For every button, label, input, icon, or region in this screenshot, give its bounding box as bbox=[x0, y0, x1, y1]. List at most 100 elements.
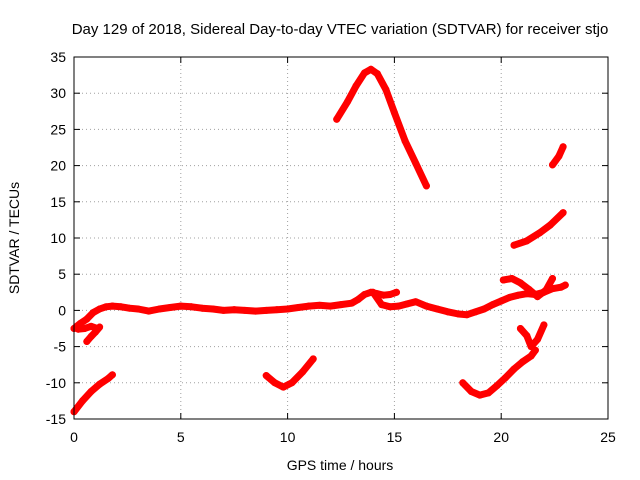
data-point bbox=[198, 304, 206, 312]
data-point bbox=[252, 307, 260, 315]
data-point bbox=[561, 281, 569, 289]
data-point bbox=[489, 301, 497, 309]
data-point bbox=[108, 302, 116, 310]
data-point bbox=[463, 311, 471, 319]
data-point bbox=[87, 387, 95, 395]
data-point bbox=[117, 303, 125, 311]
data-point bbox=[480, 305, 488, 313]
data-point bbox=[401, 137, 409, 145]
chart-title: Day 129 of 2018, Sidereal Day-to-day VTE… bbox=[72, 21, 609, 38]
data-point bbox=[534, 293, 542, 301]
data-point bbox=[508, 275, 516, 283]
data-point bbox=[514, 291, 522, 299]
data-point bbox=[510, 365, 518, 373]
y-axis-label: SDTVAR / TECUs bbox=[6, 182, 22, 294]
data-point bbox=[422, 182, 430, 190]
data-point bbox=[510, 241, 518, 249]
data-point bbox=[380, 291, 388, 299]
x-axis-label: GPS time / hours bbox=[287, 457, 394, 473]
data-point bbox=[422, 302, 430, 310]
data-point bbox=[536, 229, 544, 237]
data-point bbox=[382, 86, 390, 94]
y-tick-label: -15 bbox=[46, 411, 66, 427]
y-tick-label: 5 bbox=[58, 266, 66, 282]
y-tick-label: 20 bbox=[50, 158, 66, 174]
data-point bbox=[559, 143, 567, 151]
data-point bbox=[546, 221, 554, 229]
data-point bbox=[79, 397, 87, 405]
data-point bbox=[81, 325, 89, 332]
data-point bbox=[284, 305, 292, 313]
data-point bbox=[393, 288, 401, 296]
data-point bbox=[262, 372, 270, 380]
data-point bbox=[309, 355, 317, 363]
data-point bbox=[523, 332, 531, 340]
data-point bbox=[96, 380, 104, 388]
data-point bbox=[108, 371, 116, 379]
data-point bbox=[395, 302, 403, 310]
data-point bbox=[89, 309, 97, 317]
data-point bbox=[523, 237, 531, 245]
data-point bbox=[386, 290, 394, 298]
data-point bbox=[166, 304, 174, 312]
data-point bbox=[230, 306, 238, 314]
data-series bbox=[70, 65, 569, 416]
data-point bbox=[516, 325, 524, 332]
y-tick-label: 30 bbox=[50, 85, 66, 101]
data-point bbox=[83, 338, 91, 346]
data-point bbox=[209, 305, 217, 313]
data-point bbox=[354, 296, 362, 304]
data-point bbox=[271, 379, 279, 387]
data-point bbox=[390, 109, 398, 117]
data-point bbox=[87, 322, 95, 330]
data-point bbox=[126, 304, 134, 312]
data-point bbox=[220, 306, 228, 314]
data-point bbox=[454, 310, 462, 318]
y-tick-label: -5 bbox=[54, 339, 67, 355]
data-point bbox=[476, 391, 484, 399]
data-point bbox=[145, 307, 153, 315]
data-point bbox=[559, 209, 567, 217]
x-tick-label: 0 bbox=[70, 429, 78, 445]
data-point bbox=[501, 374, 509, 382]
data-point bbox=[343, 98, 351, 106]
data-point bbox=[472, 308, 480, 316]
data-point bbox=[493, 382, 501, 390]
data-point bbox=[525, 285, 533, 293]
data-point bbox=[348, 299, 356, 307]
data-point bbox=[497, 297, 505, 305]
data-point bbox=[337, 301, 345, 309]
data-point bbox=[352, 82, 360, 90]
x-tick-label: 20 bbox=[493, 429, 509, 445]
data-point bbox=[542, 286, 550, 294]
data-point bbox=[241, 306, 249, 314]
y-tick-label: 15 bbox=[50, 194, 66, 210]
data-point bbox=[96, 305, 104, 313]
data-point bbox=[555, 152, 563, 160]
series-arc-e bbox=[333, 65, 430, 190]
data-point bbox=[177, 302, 185, 310]
data-point bbox=[91, 328, 99, 336]
data-point bbox=[316, 301, 324, 309]
data-point bbox=[262, 306, 270, 314]
data-point bbox=[527, 343, 535, 351]
data-point bbox=[516, 279, 524, 287]
x-tick-label: 5 bbox=[177, 429, 185, 445]
data-point bbox=[540, 321, 548, 329]
data-point bbox=[288, 379, 296, 387]
data-point bbox=[74, 325, 82, 333]
data-point bbox=[76, 319, 84, 327]
data-point bbox=[369, 288, 377, 296]
y-tick-label: 25 bbox=[50, 121, 66, 137]
data-point bbox=[333, 115, 341, 123]
data-point bbox=[506, 293, 514, 301]
data-point bbox=[360, 69, 368, 77]
axis-ticks: 0 5 10 15 20 25 -15 -10 -5 0 5 10 15 20 25 30 35 bbox=[46, 49, 616, 445]
data-point bbox=[403, 300, 411, 308]
x-tick-label: 25 bbox=[600, 429, 616, 445]
y-tick-label: 10 bbox=[50, 230, 66, 246]
data-point bbox=[412, 159, 420, 167]
series-arc-i bbox=[510, 209, 567, 249]
y-tick-label: -10 bbox=[46, 375, 66, 391]
